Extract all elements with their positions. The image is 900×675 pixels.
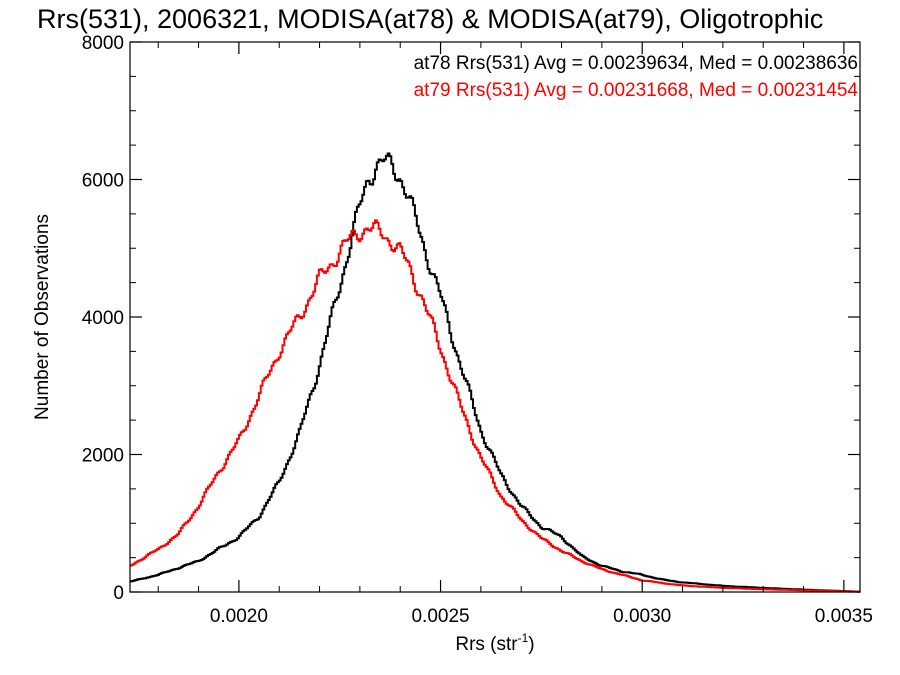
axis-ticks: 0 2000 4000 6000 8000 0.0020 0.0025 0.0030 0.003…	[82, 33, 873, 627]
series-line-at79	[130, 219, 861, 593]
x-tick-label: 0.0030	[613, 606, 671, 627]
x-tick-label: 0.0035	[815, 606, 873, 627]
x-axis-label-superscript: -1	[518, 631, 529, 645]
legend-entry-at78: at78 Rrs(531) Avg = 0.00239634, Med = 0.…	[414, 53, 858, 74]
x-tick-label: 0.0025	[411, 606, 469, 627]
x-axis-label-close: )	[528, 634, 534, 655]
y-tick-label: 2000	[82, 446, 124, 467]
chart-title: Rrs(531), 2006321, MODISA(at78) & MODISA…	[37, 4, 823, 34]
legend-entry-at79: at79 Rrs(531) Avg = 0.00231668, Med = 0.…	[414, 80, 859, 101]
plot-area	[130, 152, 861, 593]
y-tick-label: 0	[113, 583, 124, 604]
y-tick-label: 4000	[82, 308, 124, 329]
y-axis-label: Number of Observations	[32, 214, 53, 420]
plot-frame	[129, 41, 861, 593]
x-axis-label: Rrs (str-1)	[455, 631, 534, 655]
x-tick-label: 0.0020	[210, 606, 268, 627]
x-axis-label-main: Rrs (str	[455, 634, 518, 655]
series-line-at78	[130, 152, 861, 593]
y-tick-label: 6000	[82, 171, 124, 192]
y-tick-label: 8000	[82, 33, 124, 54]
